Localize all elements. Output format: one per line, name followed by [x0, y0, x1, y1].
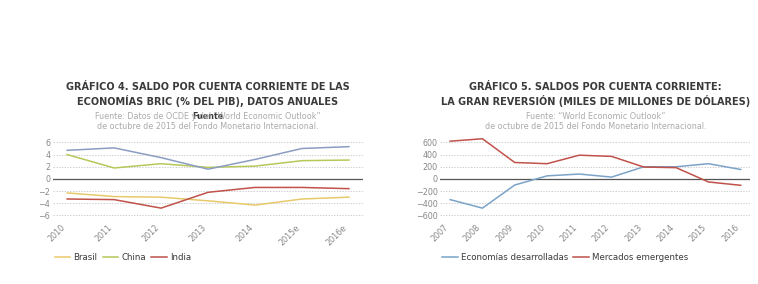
- Text: LA GRAN REVERSIÓN (MILES DE MILLONES DE DÓLARES): LA GRAN REVERSIÓN (MILES DE MILLONES DE …: [441, 95, 750, 107]
- Text: Fuente: “World Economic Outlook”: Fuente: “World Economic Outlook”: [526, 112, 665, 121]
- Text: Fuente: Fuente: [193, 112, 224, 121]
- Text: de octubre de 2015 del Fondo Monetario Internacional.: de octubre de 2015 del Fondo Monetario I…: [97, 122, 319, 131]
- Legend: Brasil, China, India: Brasil, China, India: [52, 250, 195, 266]
- Text: ECONOMÍAS BRIC (% DEL PIB), DATOS ANUALES: ECONOMÍAS BRIC (% DEL PIB), DATOS ANUALE…: [77, 95, 339, 107]
- Text: Fuente: Datos de OCDE y del “World Economic Outlook”: Fuente: Datos de OCDE y del “World Econo…: [96, 112, 321, 121]
- Legend: Economías desarrolladas, Mercados emergentes: Economías desarrolladas, Mercados emerge…: [439, 250, 692, 266]
- Text: GRÁFICO 5. SALDOS POR CUENTA CORRIENTE:: GRÁFICO 5. SALDOS POR CUENTA CORRIENTE:: [469, 82, 722, 92]
- Text: GRÁFICO 4. SALDO POR CUENTA CORRIENTE DE LAS: GRÁFICO 4. SALDO POR CUENTA CORRIENTE DE…: [66, 82, 350, 92]
- Text: de octubre de 2015 del Fondo Monetario Internacional.: de octubre de 2015 del Fondo Monetario I…: [484, 122, 706, 131]
